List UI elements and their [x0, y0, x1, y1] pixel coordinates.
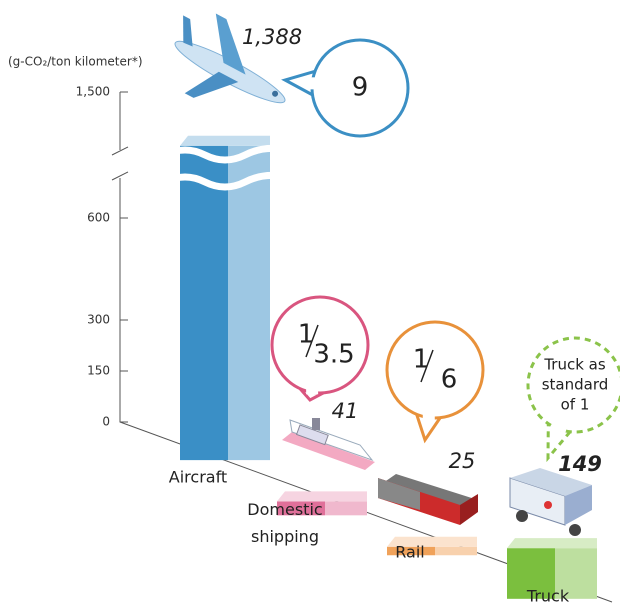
category-label: Domestic [247, 500, 322, 519]
bar-side [325, 501, 367, 516]
fraction-slash [305, 324, 319, 358]
bubble-text: of 1 [561, 396, 590, 414]
bubble-mask [554, 419, 567, 432]
bubble-tail [415, 413, 442, 444]
bar-side [555, 548, 597, 599]
bubble-tail [546, 423, 572, 463]
bar-top [387, 536, 477, 547]
category-label-line: shipping [251, 527, 319, 546]
bar-top [180, 135, 270, 146]
ship-icon [282, 418, 375, 470]
bubble-mask [306, 382, 319, 395]
bubble-mask [422, 407, 435, 420]
bubble-tail [281, 69, 316, 97]
category-label: Truck [526, 587, 570, 605]
bar-side [435, 546, 477, 556]
bar-side [228, 145, 270, 461]
airplane-icon [174, 13, 286, 104]
axis [111, 92, 613, 603]
bubble-denominator: 6 [441, 365, 458, 395]
bar [180, 145, 228, 461]
bubble-denominator: 3.5 [313, 340, 354, 370]
fraction-slash [420, 349, 434, 383]
value-label: 25 [449, 449, 476, 473]
axis-break [163, 144, 286, 191]
value-label: 1,388 [242, 25, 302, 49]
truck-icon [509, 468, 592, 536]
y-tick-label: 600 [87, 211, 110, 225]
train-icon [378, 474, 478, 525]
bar [277, 501, 325, 516]
value-label: 41 [332, 399, 359, 423]
y-tick-label: 300 [87, 313, 110, 327]
bubble-text: 9 [352, 73, 369, 103]
bubble [385, 320, 485, 420]
category-label: Domestic shipping [247, 500, 322, 546]
bubble [526, 336, 620, 434]
bar [387, 546, 435, 556]
bubble-text: standard [542, 376, 609, 394]
y-tick-label: 1,500 [76, 85, 110, 99]
y-tick-label: 0 [102, 415, 110, 429]
bubble-numerator: 1 [298, 320, 315, 350]
bar-top [277, 491, 367, 502]
bar-top [507, 538, 597, 549]
value-label: 149 [558, 452, 602, 476]
bubble-mask [310, 77, 323, 90]
bar [507, 548, 555, 599]
category-label: Rail [395, 543, 424, 562]
category-label: Aircraft [169, 468, 227, 487]
y-axis-label: (g-CO₂/ton kilometer*) [8, 55, 143, 69]
bubble [270, 295, 370, 395]
bubble-numerator: 1 [413, 345, 430, 375]
y-tick-label: 150 [87, 364, 110, 378]
bubble-text: Truck as [543, 356, 606, 374]
